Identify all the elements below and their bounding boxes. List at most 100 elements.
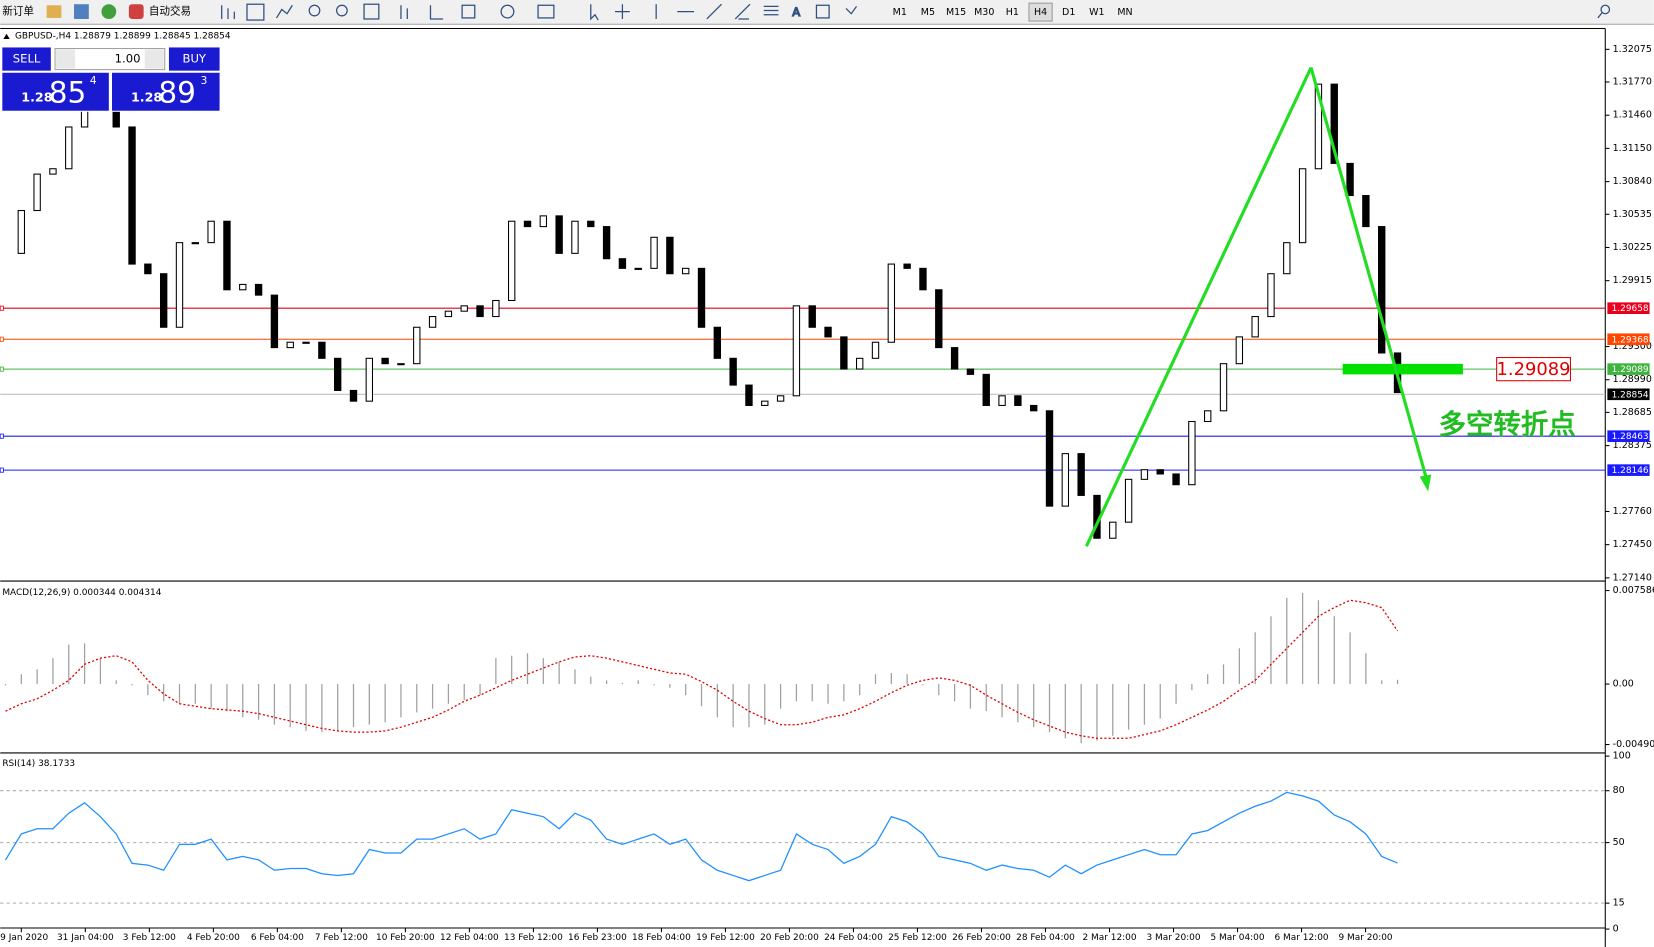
candle bbox=[49, 168, 57, 175]
search-icon[interactable] bbox=[1600, 4, 1611, 15]
level-handle bbox=[0, 305, 4, 311]
price-callout: 1.29089 bbox=[1497, 359, 1571, 380]
candle bbox=[381, 357, 389, 365]
sell-button[interactable] bbox=[2, 47, 51, 71]
candle bbox=[1124, 478, 1133, 523]
one-click-trading: SELL 1.00 BUY 1.28 85 4 1.28 89 3 bbox=[1, 46, 221, 112]
candle bbox=[349, 389, 358, 402]
indicators-icon[interactable] bbox=[461, 4, 476, 19]
ask-main: 89 bbox=[158, 75, 196, 109]
timeframe-active[interactable] bbox=[1028, 2, 1053, 22]
candle bbox=[1172, 473, 1180, 486]
line-icon[interactable] bbox=[275, 4, 293, 19]
level-label: 1.28146 bbox=[1612, 466, 1649, 476]
x-tick-label: 6 Feb 04:00 bbox=[251, 933, 304, 943]
candle bbox=[159, 273, 168, 328]
level-handle bbox=[0, 433, 4, 439]
lot-input[interactable] bbox=[54, 47, 166, 71]
timeframe-button[interactable]: D1 bbox=[1062, 7, 1075, 18]
candle-icon[interactable] bbox=[246, 3, 265, 21]
price-callout-box bbox=[1496, 357, 1571, 382]
y-tick-label: 1.32075 bbox=[1613, 44, 1652, 55]
candle bbox=[1362, 195, 1370, 228]
shift-icon[interactable] bbox=[429, 5, 444, 20]
icon[interactable] bbox=[74, 4, 89, 19]
toolbar: 新订单 自动交易 A bbox=[0, 0, 1654, 25]
periods-icon[interactable] bbox=[500, 4, 515, 19]
label-icon[interactable] bbox=[815, 4, 830, 19]
level-label-bg bbox=[1607, 464, 1650, 476]
bar-chart-icon[interactable] bbox=[221, 5, 235, 19]
candle bbox=[1314, 83, 1323, 170]
annotation: 多空转折点 bbox=[1439, 409, 1576, 441]
y-tick-label: -0.004906 bbox=[1613, 739, 1654, 750]
lot-down[interactable] bbox=[56, 49, 76, 69]
y-tick-label: 1.28990 bbox=[1613, 374, 1652, 385]
text-tool[interactable]: A bbox=[792, 5, 801, 20]
fibo-icon[interactable] bbox=[763, 5, 779, 16]
zoom-out-icon[interactable] bbox=[335, 4, 348, 17]
timeframe-button[interactable]: M1 bbox=[893, 7, 907, 18]
timeframe-button[interactable]: MN bbox=[1117, 7, 1132, 18]
timeframe-button[interactable]: M15 bbox=[946, 7, 966, 18]
candle bbox=[871, 341, 880, 359]
x-tick-label: 31 Jan 04:00 bbox=[57, 933, 114, 943]
candle bbox=[1346, 162, 1354, 197]
lot-up[interactable] bbox=[144, 49, 164, 69]
templates-icon[interactable] bbox=[537, 4, 555, 19]
candle bbox=[428, 316, 437, 328]
candle bbox=[1283, 242, 1291, 275]
new-order-button[interactable]: 新订单 bbox=[2, 5, 34, 18]
y-tick-label: 0 bbox=[1613, 924, 1619, 935]
arrows-icon[interactable] bbox=[845, 5, 858, 15]
auto-trading-icon[interactable] bbox=[128, 4, 144, 19]
x-tick-label: 19 Feb 12:00 bbox=[696, 933, 755, 943]
candle bbox=[365, 357, 374, 402]
crosshair-icon[interactable] bbox=[615, 4, 630, 19]
x-tick-label: 12 Feb 04:00 bbox=[440, 933, 499, 943]
candle bbox=[17, 209, 26, 254]
candle bbox=[492, 299, 500, 318]
search-icon[interactable] bbox=[1597, 12, 1603, 19]
candle bbox=[1251, 316, 1259, 338]
level-label-bg bbox=[1607, 388, 1650, 401]
title-arrow bbox=[3, 33, 10, 40]
timeframe-button[interactable]: H1 bbox=[1006, 7, 1019, 18]
candle bbox=[887, 263, 896, 343]
icon[interactable] bbox=[101, 4, 117, 19]
candle bbox=[634, 267, 642, 270]
cursor-icon[interactable] bbox=[590, 4, 599, 21]
candle bbox=[1156, 469, 1164, 475]
chart-title: GBPUSD-,H4 1.28879 1.28899 1.28845 1.288… bbox=[15, 31, 231, 41]
x-tick-label: 25 Feb 12:00 bbox=[888, 933, 947, 943]
candle bbox=[1235, 336, 1244, 365]
bid-box[interactable] bbox=[2, 72, 109, 111]
sell-label[interactable]: SELL bbox=[13, 52, 41, 66]
buy-label[interactable]: BUY bbox=[182, 52, 206, 66]
timeframe-button[interactable]: W1 bbox=[1089, 7, 1104, 18]
indicator-title: MACD(12,26,9) 0.000344 0.004314 bbox=[2, 588, 161, 598]
auto-trading-button[interactable]: 自动交易 bbox=[149, 5, 191, 18]
ask-box[interactable] bbox=[112, 72, 220, 111]
x-tick-label: 3 Feb 12:00 bbox=[123, 933, 176, 943]
candle bbox=[128, 126, 136, 265]
lot-value[interactable]: 1.00 bbox=[115, 52, 141, 66]
candle bbox=[713, 326, 722, 359]
timeframe-button[interactable]: M5 bbox=[921, 7, 935, 18]
arrow-head bbox=[1419, 474, 1432, 492]
icon[interactable] bbox=[46, 5, 62, 18]
timeframe-button[interactable]: H4 bbox=[1034, 7, 1047, 18]
zoom-in-icon[interactable] bbox=[308, 4, 321, 17]
candle bbox=[1014, 395, 1022, 406]
candle bbox=[207, 220, 215, 244]
buy-button[interactable] bbox=[168, 47, 220, 71]
y-tick-label: 1.30225 bbox=[1613, 242, 1652, 253]
toolbar-bg bbox=[0, 0, 1654, 25]
trendline-icon[interactable] bbox=[706, 3, 722, 20]
candle bbox=[444, 310, 453, 318]
tile-icon[interactable] bbox=[363, 3, 380, 20]
channel-icon[interactable] bbox=[734, 3, 751, 20]
bid-main: 85 bbox=[49, 75, 87, 109]
timeframe-button[interactable]: M30 bbox=[974, 7, 994, 18]
scroll-icon[interactable] bbox=[400, 5, 408, 19]
